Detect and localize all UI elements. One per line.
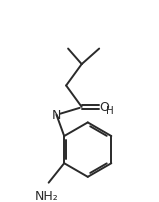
Text: N: N — [52, 109, 61, 122]
Text: H: H — [106, 105, 114, 115]
Text: NH₂: NH₂ — [35, 189, 59, 202]
Text: O: O — [99, 101, 109, 114]
